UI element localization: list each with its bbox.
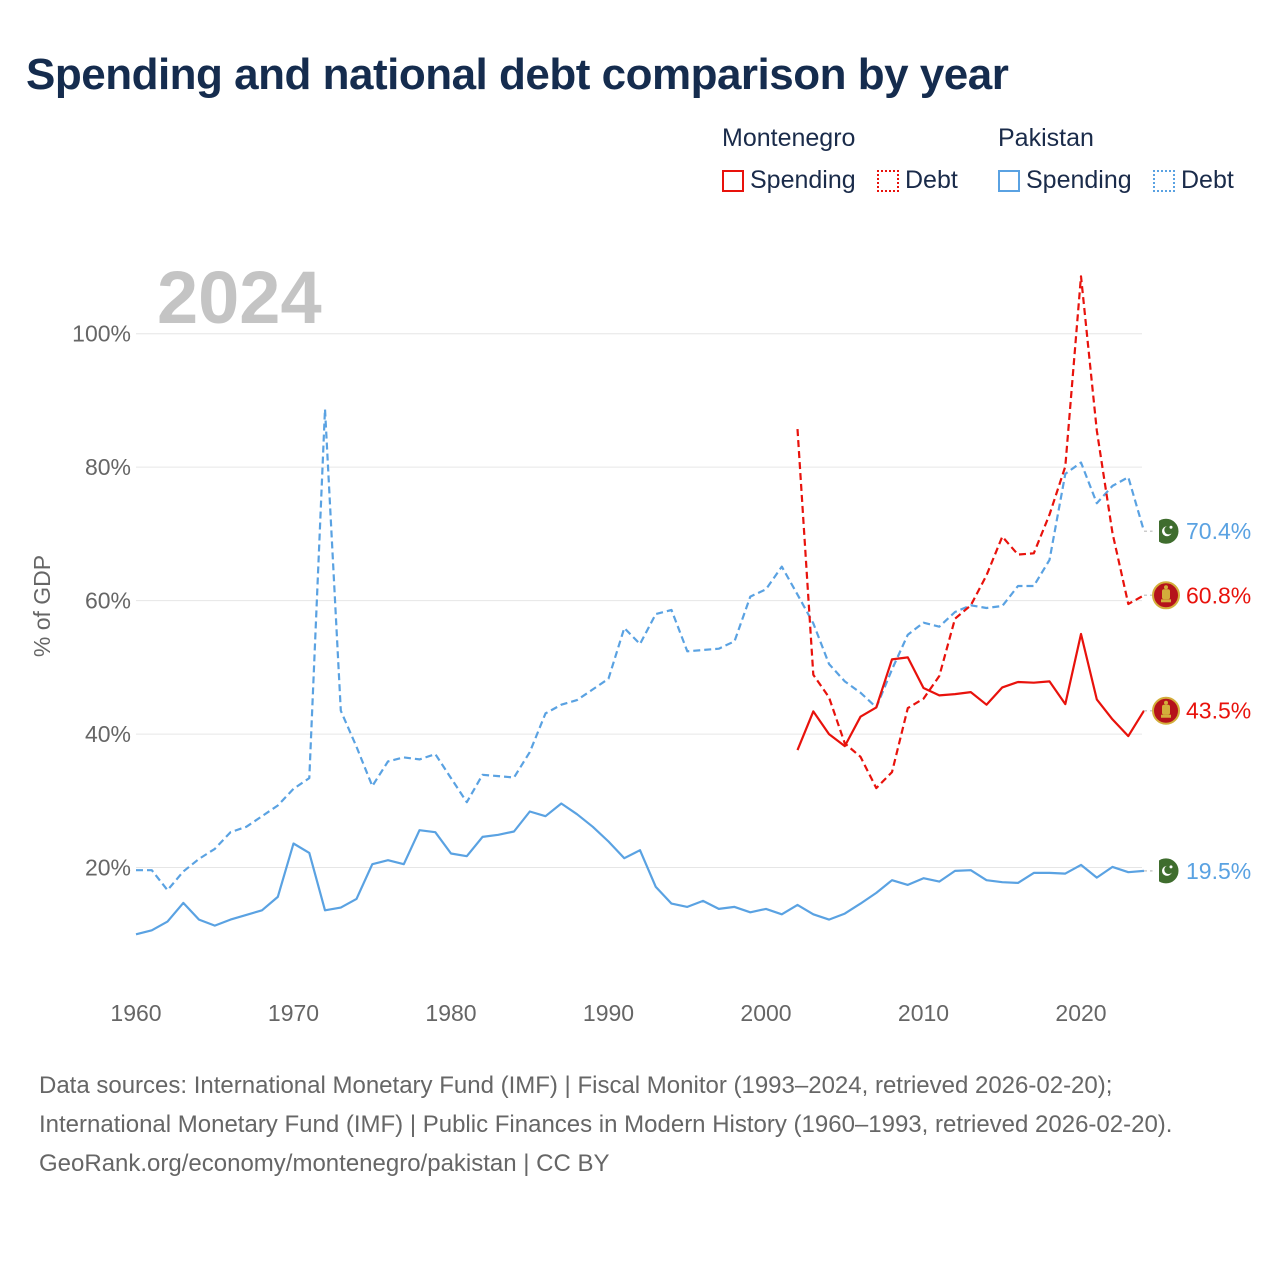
legend-swatch-dotted-blue <box>1153 169 1175 192</box>
series-line-pakistan-spending[interactable] <box>135 802 1145 936</box>
data-sources: Data sources: International Monetary Fun… <box>39 1072 1173 1138</box>
y-axis-ticks: 20% 40% 60% 80% 100% <box>72 321 131 881</box>
y-tick-label: 100% <box>72 321 131 347</box>
x-tick-label: 2010 <box>898 1000 949 1026</box>
x-tick-label: 1970 <box>268 1000 319 1026</box>
x-tick-label: 1990 <box>583 1000 634 1026</box>
end-value-label: 19.5% <box>1186 858 1251 884</box>
end-value-label: 60.8% <box>1186 582 1251 608</box>
gridlines <box>136 333 1142 869</box>
y-axis-title: % of GDP <box>29 555 55 657</box>
end-value-label: 43.5% <box>1186 698 1251 724</box>
x-tick-label: 1980 <box>425 1000 476 1026</box>
legend-label: Debt <box>905 166 958 194</box>
x-tick-label: 2000 <box>740 1000 791 1026</box>
x-axis-ticks: 1960 1970 1980 1990 2000 2010 2020 <box>110 1000 1106 1026</box>
legend-item-montenegro-spending[interactable]: Spending <box>722 166 856 195</box>
pakistan-flag-icon <box>1152 517 1180 545</box>
series-line-pakistan-debt[interactable] <box>136 408 1146 892</box>
montenegro-flag-icon <box>1152 581 1180 610</box>
y-tick-label: 80% <box>85 454 131 480</box>
legend-label: Debt <box>1181 166 1234 194</box>
footer: Data sources: International Monetary Fun… <box>39 1066 1239 1183</box>
legend-country-montenegro: Montenegro <box>722 124 856 152</box>
series-lines <box>135 275 1146 936</box>
y-tick-label: 60% <box>85 588 131 614</box>
legend-label: Spending <box>1026 166 1132 194</box>
year-label: 2024 <box>157 256 322 339</box>
y-tick-label: 20% <box>85 855 131 881</box>
credit-link[interactable]: GeoRank.org/economy/montenegro/pakistan … <box>39 1150 610 1177</box>
legend-swatch-dotted-red <box>877 169 899 192</box>
end-markers: 19.5% 70.4% 43.5% 60.8% <box>1144 517 1251 885</box>
legend-swatch-solid-red <box>722 169 744 192</box>
chart-title: Spending and national debt comparison by… <box>26 50 1009 99</box>
legend-swatch-solid-blue <box>998 169 1020 192</box>
series-line-montenegro-spending[interactable] <box>796 632 1145 751</box>
x-tick-label: 2020 <box>1055 1000 1106 1026</box>
legend-country-pakistan: Pakistan <box>998 124 1094 152</box>
legend-item-pakistan-spending[interactable]: Spending <box>998 166 1132 195</box>
series-line-montenegro-debt[interactable] <box>796 275 1145 790</box>
legend-item-pakistan-debt[interactable]: Debt <box>1153 166 1234 195</box>
end-value-label: 70.4% <box>1186 518 1251 544</box>
x-tick-label: 1960 <box>110 1000 161 1026</box>
y-tick-label: 40% <box>85 721 131 747</box>
legend-item-montenegro-debt[interactable]: Debt <box>877 166 958 195</box>
legend-label: Spending <box>750 166 856 194</box>
pakistan-flag-icon <box>1152 857 1180 885</box>
montenegro-flag-icon <box>1152 696 1180 725</box>
line-chart: 2024 20% 40% 60% 80% 100% 1960 1970 1980 1990 20… <box>29 256 1251 1026</box>
